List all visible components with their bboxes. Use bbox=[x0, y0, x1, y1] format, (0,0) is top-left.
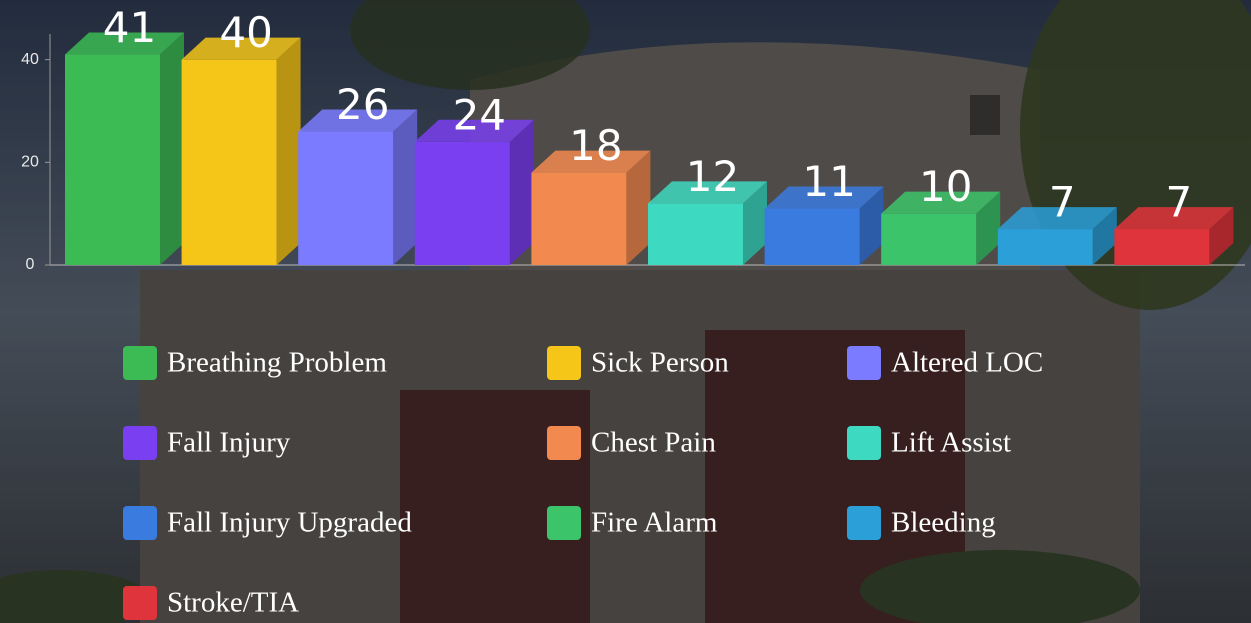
bar-side bbox=[743, 181, 767, 265]
legend-swatch bbox=[847, 506, 881, 540]
legend-label: Altered LOC bbox=[891, 347, 1043, 379]
bar bbox=[181, 59, 277, 265]
bar-side bbox=[160, 32, 184, 266]
bar bbox=[298, 131, 394, 265]
legend-swatch bbox=[547, 426, 581, 460]
value-label: 24 bbox=[453, 90, 506, 139]
legend-swatch bbox=[123, 346, 157, 380]
legend-swatch bbox=[123, 506, 157, 540]
bar-top bbox=[1114, 207, 1234, 230]
value-label: 7 bbox=[1049, 178, 1076, 227]
legend-label: Stroke/TIA bbox=[167, 587, 299, 619]
value-label: 11 bbox=[802, 157, 855, 206]
bar-side bbox=[509, 119, 534, 265]
bar-side bbox=[976, 191, 1001, 265]
bar-top bbox=[65, 32, 184, 55]
bar bbox=[764, 208, 860, 265]
bar bbox=[881, 213, 977, 265]
legend-label: Fall Injury Upgraded bbox=[167, 507, 412, 539]
bar-top bbox=[648, 181, 767, 204]
bar bbox=[997, 229, 1093, 265]
bar-side bbox=[626, 150, 651, 265]
bar bbox=[65, 54, 160, 266]
legend-label: Sick Person bbox=[591, 347, 729, 379]
bar-top bbox=[764, 186, 884, 209]
bar-top bbox=[881, 191, 1001, 214]
legend-label: Lift Assist bbox=[891, 427, 1011, 459]
bar-side bbox=[1092, 207, 1117, 265]
bar-top bbox=[414, 119, 534, 142]
value-label: 18 bbox=[569, 121, 622, 170]
legend-label: Breathing Problem bbox=[167, 347, 387, 379]
value-label: 26 bbox=[336, 80, 389, 129]
bar-top bbox=[298, 109, 418, 132]
legend-label: Chest Pain bbox=[591, 427, 716, 459]
bar-side bbox=[1209, 207, 1234, 265]
legend-swatch bbox=[847, 426, 881, 460]
bar bbox=[648, 203, 743, 265]
legend-label: Fire Alarm bbox=[591, 507, 718, 539]
bar bbox=[414, 141, 510, 265]
y-tick-label: 20 bbox=[21, 154, 39, 171]
bar-top bbox=[531, 150, 651, 173]
value-label: 41 bbox=[103, 3, 156, 52]
bar-side bbox=[276, 37, 301, 265]
legend-swatch bbox=[847, 346, 881, 380]
legend-swatch bbox=[547, 506, 581, 540]
legend-swatch bbox=[123, 426, 157, 460]
legend-label: Bleeding bbox=[891, 507, 996, 539]
bar bbox=[1114, 229, 1210, 265]
legend-label: Fall Injury bbox=[167, 427, 291, 459]
bar bbox=[531, 172, 627, 265]
value-label: 10 bbox=[919, 162, 972, 211]
legend-swatch bbox=[123, 586, 157, 620]
value-label: 7 bbox=[1166, 178, 1193, 227]
value-label: 12 bbox=[686, 152, 739, 201]
y-tick-label: 0 bbox=[26, 256, 35, 273]
bar-side bbox=[859, 186, 884, 265]
bar-top bbox=[181, 37, 301, 60]
value-label: 40 bbox=[219, 8, 272, 57]
bar-side bbox=[393, 109, 418, 266]
bar-top bbox=[997, 207, 1117, 230]
legend-swatch bbox=[547, 346, 581, 380]
y-tick-label: 40 bbox=[21, 51, 39, 68]
